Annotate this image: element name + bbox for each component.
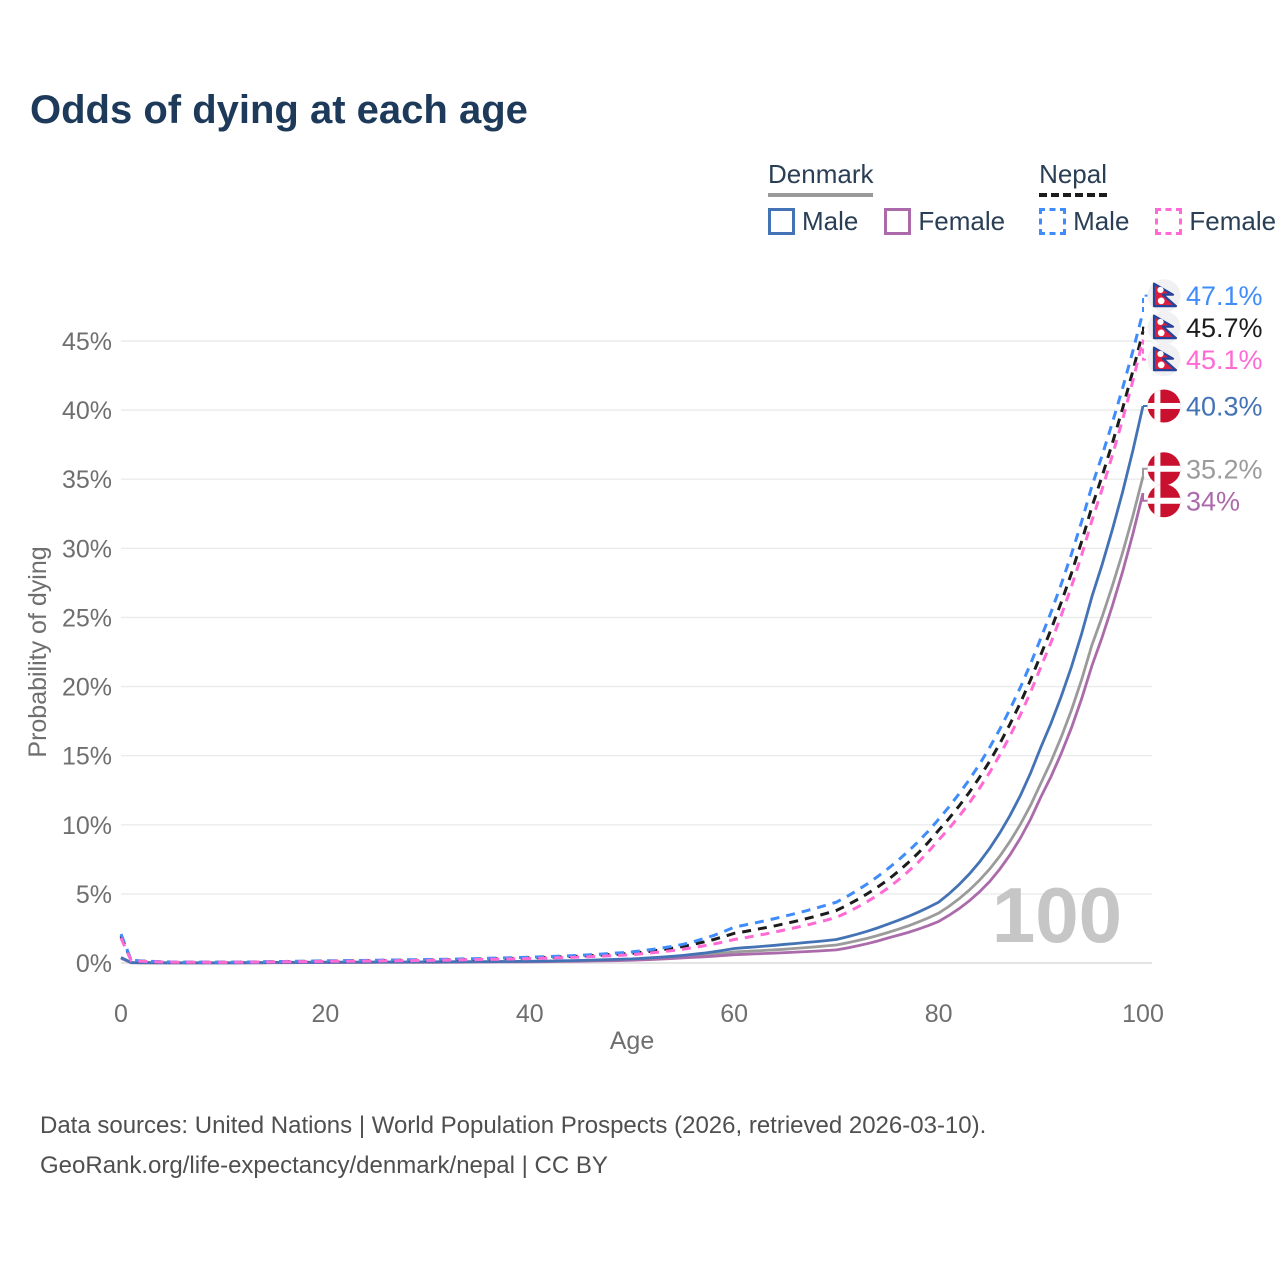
end-label-connector [1142,339,1148,361]
x-tick-label: 20 [311,1000,339,1028]
denmark-flag-icon [1147,484,1181,518]
legend-item-denmark-female[interactable]: Female [884,206,1005,237]
series-line-denmark-female[interactable] [120,492,1145,965]
end-value-label-nepal-female: 45.1% [1186,345,1263,375]
denmark-flag-icon [1147,452,1181,486]
nepal-flag-icon [1147,343,1181,377]
y-tick-label: 15% [62,743,112,771]
legend: Denmark Male Female Nepal Male [768,159,1276,237]
legend-item-label: Female [918,206,1006,236]
end-label-connector [1142,326,1148,332]
y-tick-label: 25% [62,604,112,632]
series-line-nepal-female[interactable] [119,339,1145,964]
legend-items-denmark: Male Female [768,206,1005,237]
x-tick-label: 100 [1122,1000,1164,1028]
page-title: Odds of dying at each age [30,88,528,132]
y-tick-label: 35% [62,466,112,494]
y-tick-label: 45% [62,328,112,356]
x-axis-title: Age [610,1027,654,1055]
y-tick-label: 20% [62,674,112,702]
x-tick-label: 60 [720,1000,748,1028]
age-watermark: 100 [992,871,1122,959]
nepal-flag-icon [1147,311,1181,345]
legend-group-nepal: Nepal Male Female [1039,159,1276,237]
caption: Data sources: United Nations | World Pop… [40,1106,986,1186]
x-tick-label: 40 [516,1000,544,1028]
caption-attribution: GeoRank.org/life-expectancy/denmark/nepa… [40,1152,608,1179]
legend-group-denmark: Denmark Male Female [768,159,1005,237]
end-label-connector [1142,467,1148,477]
end-value-label-denmark-female: 34% [1186,486,1240,516]
y-tick-label: 5% [76,881,112,909]
series-line-nepal-male[interactable] [119,311,1145,964]
end-value-label-nepal-both: 45.7% [1186,313,1263,343]
y-tick-label: 10% [62,812,112,840]
legend-header-denmark[interactable]: Denmark [768,159,874,197]
legend-item-nepal-male[interactable]: Male [1039,206,1129,237]
legend-item-label: Female [1189,206,1277,236]
denmark-male-swatch-icon [768,208,795,235]
end-value-label-nepal-male: 47.1% [1186,281,1263,311]
series-line-denmark-male[interactable] [120,405,1145,965]
legend-items-nepal: Male Female [1039,206,1276,237]
legend-item-label: Male [802,206,859,236]
nepal-flag-icon [1147,279,1181,313]
y-tick-label: 40% [62,397,112,425]
legend-item-denmark-male[interactable]: Male [768,206,858,237]
legend-header-nepal[interactable]: Nepal [1039,159,1107,197]
end-label-connector [1142,294,1148,312]
y-axis-title: Probability of dying [24,546,52,757]
denmark-female-swatch-icon [884,208,912,235]
end-value-label-denmark-male: 40.3% [1186,391,1263,421]
nepal-male-swatch-icon [1039,208,1067,235]
end-label-connector [1142,493,1148,502]
legend-item-label: Male [1073,206,1130,236]
y-tick-label: 0% [76,950,112,978]
y-tick-label: 30% [62,535,112,563]
end-value-label-denmark-both: 35.2% [1186,454,1263,484]
legend-item-nepal-female[interactable]: Female [1155,206,1276,237]
series-line-denmark-both[interactable] [120,476,1145,965]
nepal-female-swatch-icon [1155,208,1183,235]
x-tick-label: 0 [114,1000,128,1028]
denmark-flag-icon [1147,389,1181,423]
x-tick-label: 80 [925,1000,953,1028]
caption-sources: Data sources: United Nations | World Pop… [40,1112,987,1139]
